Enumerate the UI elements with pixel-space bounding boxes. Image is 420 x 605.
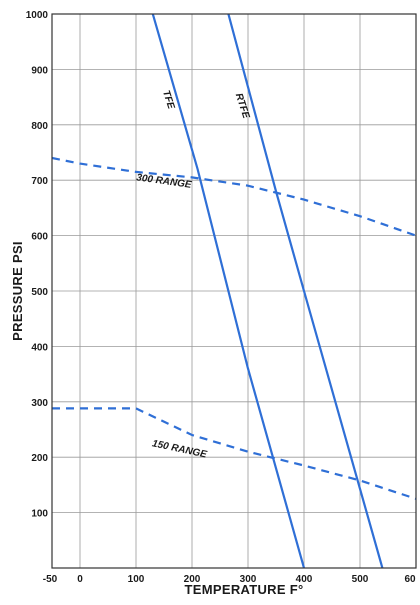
x-tick-label: 500 <box>352 574 369 585</box>
y-tick-label: 300 <box>31 398 48 409</box>
x-tick-label: 400 <box>296 574 313 585</box>
rtfe-label: RTFE <box>233 92 252 120</box>
tfe-label: TFE <box>160 89 176 111</box>
x-axis-ticks: -50 0 100 200 300 400 500 60 <box>43 574 416 585</box>
series-layer <box>52 14 416 568</box>
y-tick-label: 500 <box>31 287 48 298</box>
x-tick-label: 200 <box>184 574 201 585</box>
x-tick-label: 0 <box>77 574 83 585</box>
y-tick-label: 200 <box>31 453 48 464</box>
x-tick-label: 60 <box>404 574 416 585</box>
y-tick-label: 700 <box>31 176 48 187</box>
y-tick-label: 900 <box>31 65 48 76</box>
x-tick-label: 100 <box>128 574 145 585</box>
y-tick-label: 1000 <box>26 10 49 21</box>
x-tick-label: -50 <box>43 574 58 585</box>
y-axis-ticks: 100 200 300 400 500 600 700 800 900 1000 <box>26 10 49 520</box>
y-axis-title: PRESSURE PSI <box>10 241 25 341</box>
y-tick-label: 600 <box>31 232 48 243</box>
300-range-line <box>52 156 416 237</box>
rtfe-line <box>227 14 384 568</box>
x-tick-label: 300 <box>240 574 257 585</box>
y-tick-label: 800 <box>31 121 48 132</box>
plot-frame <box>51 13 417 569</box>
x-axis-title: TEMPERATURE F° <box>185 582 304 597</box>
300-range-label: 300 RANGE <box>136 172 193 191</box>
y-tick-label: 100 <box>31 509 48 520</box>
tfe-line <box>151 14 306 568</box>
y-tick-label: 400 <box>31 342 48 353</box>
150-range-line <box>52 407 416 500</box>
